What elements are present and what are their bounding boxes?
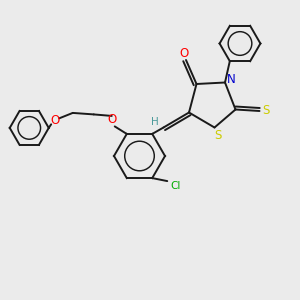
Text: S: S <box>262 104 270 117</box>
Text: S: S <box>214 129 221 142</box>
Text: O: O <box>107 113 116 126</box>
Text: H: H <box>151 117 158 127</box>
Text: O: O <box>51 114 60 127</box>
Text: Cl: Cl <box>170 182 181 191</box>
Text: N: N <box>226 73 236 86</box>
Text: O: O <box>179 47 188 60</box>
